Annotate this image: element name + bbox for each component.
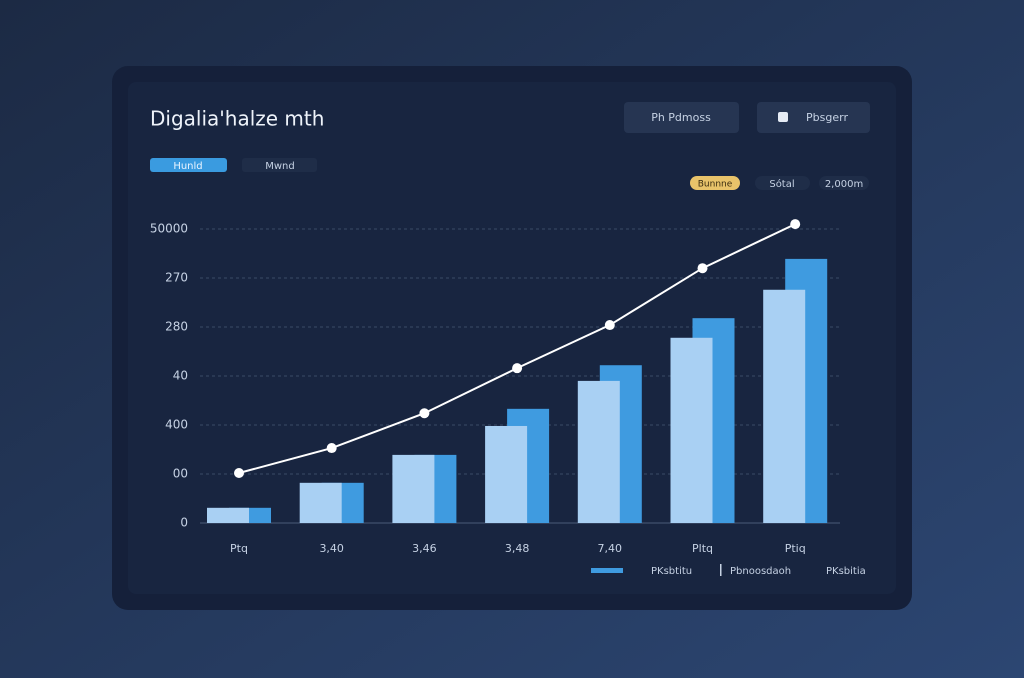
- filter-pill[interactable]: [690, 176, 740, 190]
- legend-label: Pbnoosdaoh: [730, 566, 791, 577]
- y-tick-label: 40: [173, 369, 188, 383]
- tab-label: Hunld: [173, 161, 202, 172]
- y-tick-label: 50000: [150, 222, 188, 236]
- line-point: [697, 263, 708, 274]
- legend-label: PKsbtitu: [651, 566, 692, 577]
- bar: [299, 482, 342, 523]
- button[interactable]: [757, 102, 870, 133]
- filter-label: 2,000m: [825, 179, 863, 190]
- button-label: Ph Pdmoss: [651, 111, 711, 124]
- line-point: [234, 468, 244, 479]
- bar: [670, 337, 713, 523]
- button-icon: [778, 112, 788, 122]
- legend-label: PKsbitia: [826, 566, 866, 577]
- line-point: [419, 408, 430, 419]
- x-tick-label: Ptq: [230, 542, 248, 555]
- filter-label: Sótal: [769, 178, 794, 190]
- bar: [392, 454, 435, 523]
- legend-swatch: [720, 564, 722, 576]
- bar: [763, 289, 806, 523]
- line-point: [512, 363, 523, 374]
- y-tick-label: 400: [165, 418, 188, 432]
- y-tick-label: 280: [165, 320, 188, 334]
- tab-label: Mwnd: [265, 161, 295, 172]
- tab-active[interactable]: [150, 158, 227, 172]
- x-tick-label: 3,40: [319, 542, 344, 555]
- filter-label: Bunnne: [698, 180, 733, 190]
- bar: [207, 507, 249, 523]
- title: Digalia'halze mth: [150, 107, 324, 131]
- x-tick-label: 3,48: [505, 542, 530, 555]
- filter-pill[interactable]: [819, 176, 869, 190]
- button[interactable]: [624, 102, 739, 133]
- x-tick-label: 3,46: [412, 542, 437, 555]
- filter-pill[interactable]: [755, 176, 810, 190]
- y-tick-label: 270: [165, 271, 188, 285]
- tab[interactable]: [242, 158, 317, 172]
- x-tick-label: Ptiq: [785, 542, 806, 555]
- x-tick-label: Pltq: [692, 542, 713, 555]
- bar: [485, 425, 528, 523]
- line-point: [790, 219, 801, 230]
- y-tick-label: 0: [180, 516, 188, 530]
- line-point: [604, 320, 615, 331]
- button-label: Pbsgerr: [806, 111, 848, 124]
- line-point: [326, 443, 337, 454]
- x-tick-label: 7,40: [598, 542, 623, 555]
- y-tick-label: 00: [173, 467, 188, 481]
- bar: [577, 380, 620, 523]
- legend-swatch: [591, 568, 623, 573]
